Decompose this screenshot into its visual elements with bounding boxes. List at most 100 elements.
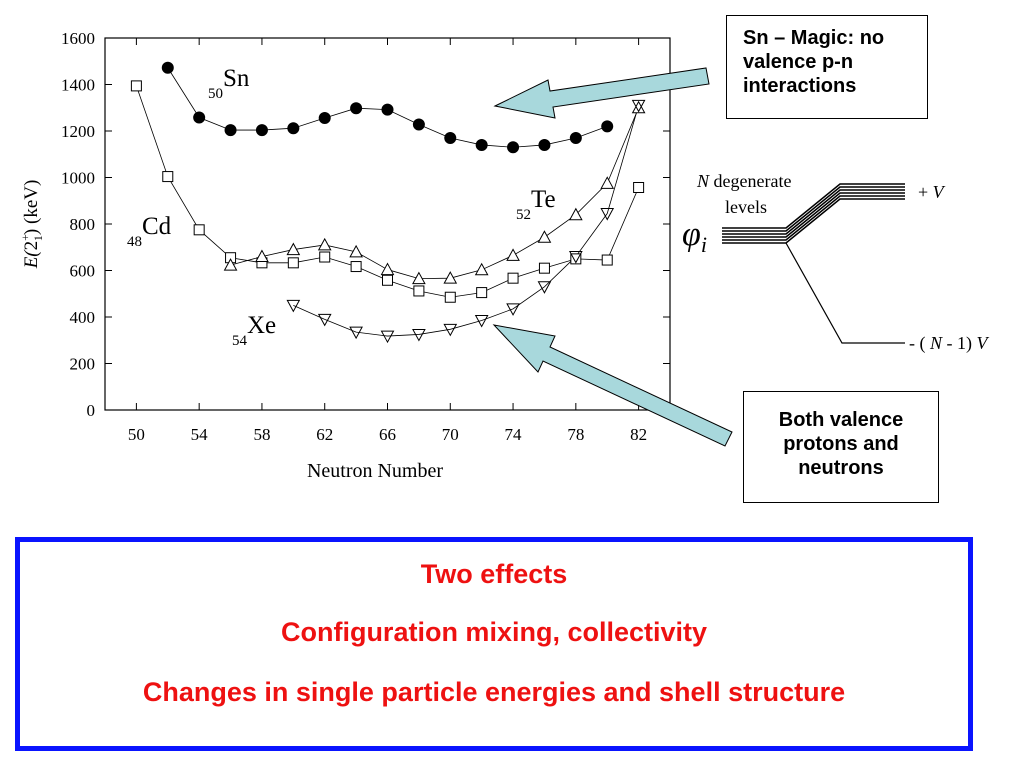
- data-point-sn: [350, 102, 363, 115]
- data-point-cd: [193, 224, 205, 236]
- data-point-te: [317, 237, 332, 251]
- x-tick-label: 66: [379, 425, 396, 444]
- x-tick-label: 62: [316, 425, 333, 444]
- x-tick-label: 54: [191, 425, 209, 444]
- data-point-sn: [444, 131, 457, 144]
- series-line-xe: [293, 105, 639, 337]
- data-point-xe: [631, 99, 646, 113]
- data-point-cd: [350, 261, 362, 273]
- data-point-sn: [412, 118, 425, 131]
- data-point-cd: [382, 274, 393, 286]
- lowered-level-line: [785, 242, 905, 344]
- data-point-cd: [570, 253, 582, 265]
- y-tick-label: 0: [87, 401, 96, 420]
- summary-line-3: Changes in single particle energies and …: [142, 677, 846, 707]
- degenerate-label: N degenerate: [696, 171, 791, 191]
- data-point-cd: [287, 257, 299, 269]
- data-point-te: [380, 262, 395, 276]
- summary-line-2: Configuration mixing, collectivity: [280, 617, 708, 647]
- y-tick-label: 600: [70, 262, 96, 281]
- data-point-te: [600, 176, 615, 189]
- y-tick-label: 1000: [61, 169, 95, 188]
- data-point-cd: [633, 181, 645, 193]
- series-label-xe: 54Xe: [232, 312, 276, 349]
- callout-both-valence: Both valence protons and neutrons: [743, 391, 939, 503]
- x-tick-label: 82: [630, 425, 647, 444]
- data-point-cd: [601, 254, 613, 266]
- y-tick-label: 1200: [61, 122, 95, 141]
- data-point-xe: [506, 303, 520, 316]
- x-tick-label: 70: [442, 425, 459, 444]
- x-axis-label: Neutron Number: [307, 460, 443, 482]
- data-point-te: [223, 258, 238, 271]
- arrow-to-sn: [493, 67, 710, 119]
- data-point-sn: [475, 138, 488, 151]
- series-label-te: 52Te: [516, 186, 556, 223]
- summary-line-1: Two effects: [420, 559, 568, 589]
- data-point-te: [255, 249, 269, 263]
- data-point-cd: [130, 80, 142, 92]
- data-point-xe: [412, 328, 426, 342]
- callout-sn-magic: Sn – Magic: no valence p-n interactions: [726, 15, 928, 119]
- data-point-sn: [569, 131, 582, 144]
- data-point-cd: [507, 272, 519, 284]
- minus-v-label: - ( N - 1) V: [909, 333, 990, 354]
- degenerate-level-lines: [722, 183, 905, 244]
- data-point-sn: [538, 138, 551, 151]
- data-point-xe: [537, 281, 552, 294]
- y-axis-label: E(2+1) (keV): [18, 180, 45, 270]
- data-point-te: [286, 242, 301, 256]
- data-point-cd: [444, 291, 456, 303]
- data-point-xe: [600, 208, 615, 221]
- y-tick-label: 800: [70, 215, 96, 234]
- data-point-xe: [443, 323, 458, 337]
- data-point-cd: [413, 285, 425, 297]
- data-point-xe: [349, 326, 363, 340]
- data-point-xe: [317, 313, 332, 327]
- data-point-te: [443, 271, 458, 284]
- data-point-sn: [224, 124, 237, 137]
- data-point-sn: [381, 103, 394, 116]
- y-tick-label: 200: [70, 355, 96, 374]
- plus-v-label: + V: [918, 182, 946, 202]
- data-point-xe: [380, 330, 395, 344]
- data-point-cd: [319, 251, 331, 263]
- phi-label: φi: [682, 216, 707, 257]
- callout-sn-line-3: interactions: [743, 75, 857, 97]
- y-tick-label: 400: [70, 308, 96, 327]
- level-diagram: N degenerate levels φi + V - ( N - 1) V: [682, 171, 990, 354]
- data-point-te: [506, 248, 520, 261]
- x-tick-label: 50: [128, 425, 145, 444]
- data-point-sn: [161, 61, 174, 74]
- callout-both-line-2: protons and: [783, 433, 899, 455]
- data-point-xe: [286, 299, 301, 313]
- data-point-sn: [255, 124, 268, 137]
- data-point-cd: [538, 262, 550, 274]
- data-point-te: [412, 271, 426, 285]
- data-point-sn: [287, 122, 300, 135]
- callout-both-line-3: neutrons: [798, 457, 884, 479]
- callout-sn-line-2: valence p-n: [743, 51, 854, 73]
- callout-sn-line-1: Sn – Magic: no: [743, 27, 885, 49]
- data-point-sn: [601, 120, 614, 133]
- callout-both-line-1: Both valence: [778, 409, 904, 431]
- x-tick-label: 78: [567, 425, 584, 444]
- x-tick-label: 58: [253, 425, 270, 444]
- data-point-cd: [162, 171, 174, 183]
- data-point-sn: [507, 141, 520, 154]
- y-tick-label: 1600: [61, 29, 95, 48]
- data-point-te: [631, 100, 646, 114]
- data-point-te: [568, 207, 583, 221]
- data-point-sn: [318, 111, 331, 124]
- series-label-sn: 50Sn: [208, 65, 250, 102]
- series-label-cd: 48Cd: [127, 213, 172, 250]
- data-point-sn: [193, 111, 206, 124]
- data-point-xe: [474, 314, 489, 328]
- y-tick-label: 1400: [61, 76, 95, 95]
- data-point-xe: [568, 251, 583, 264]
- summary-box: Two effects Configuration mixing, collec…: [15, 537, 973, 751]
- levels-label: levels: [725, 197, 767, 217]
- arrow-to-xe: [492, 324, 733, 447]
- data-point-cd: [476, 287, 488, 299]
- data-point-te: [474, 262, 489, 276]
